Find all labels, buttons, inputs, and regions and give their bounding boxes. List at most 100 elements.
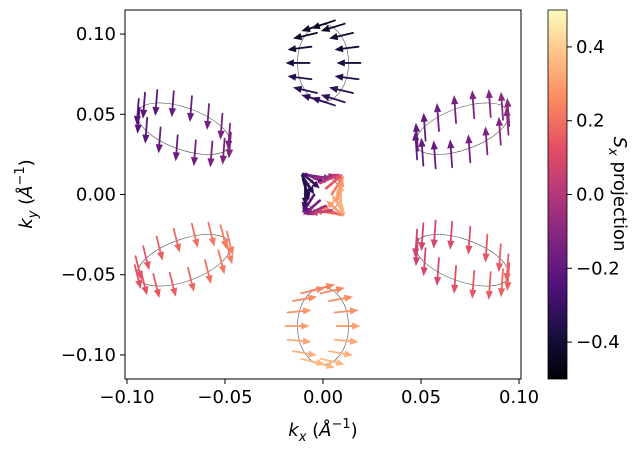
x-tick-label: −0.05 xyxy=(197,387,252,408)
spin-arrow xyxy=(336,59,362,67)
spin-arrow xyxy=(430,140,438,170)
spin-arrow xyxy=(225,122,233,150)
spin-arrow xyxy=(219,137,227,165)
x-tick-label: −0.10 xyxy=(99,387,154,408)
spin-arrow xyxy=(418,222,426,252)
spin-arrow xyxy=(412,122,421,152)
spin-arrow xyxy=(498,91,506,121)
spin-arrow xyxy=(204,103,212,131)
spin-arrow xyxy=(331,194,346,215)
spin-arrow xyxy=(155,235,164,261)
spin-arrow xyxy=(319,286,345,295)
spin-arrow xyxy=(495,243,504,273)
spin-arrow xyxy=(328,294,354,302)
spin-arrow xyxy=(335,322,361,330)
spin-arrow xyxy=(465,225,473,255)
spin-arrow xyxy=(133,98,142,125)
spin-arrow xyxy=(430,219,438,249)
spin-arrow xyxy=(319,357,345,366)
spin-arrow xyxy=(333,307,359,315)
spin-arrow xyxy=(287,73,313,81)
spin-arrow xyxy=(418,137,426,167)
spin-arrow xyxy=(328,350,354,358)
colorbar-tick-label: 0.4 xyxy=(576,37,605,58)
spin-arrow xyxy=(447,139,455,169)
spin-arrow xyxy=(420,112,428,142)
colorbar xyxy=(547,9,568,380)
spin-arrow xyxy=(495,116,504,146)
y-axis-label: ky (Å−1) xyxy=(13,159,41,228)
x-tick-label: 0.10 xyxy=(499,387,539,408)
spin-arrow xyxy=(152,89,160,117)
spin-arrow xyxy=(320,93,346,104)
spin-arrow xyxy=(190,222,200,248)
spin-arrow xyxy=(187,95,195,123)
colorbar-tick-label: −0.4 xyxy=(576,332,620,353)
spin-arrow xyxy=(412,228,420,258)
spin-arrow xyxy=(469,90,477,120)
spin-arrow xyxy=(451,95,459,125)
spin-arrow xyxy=(225,230,235,256)
spin-arrow xyxy=(485,271,493,300)
spin-arrow xyxy=(140,91,148,119)
spin-arrow xyxy=(504,262,512,292)
spin-arrow xyxy=(300,357,326,366)
spin-arrow xyxy=(320,22,346,32)
spin-arrow xyxy=(503,253,511,283)
colorbar-tick-label: −0.2 xyxy=(576,258,620,279)
spin-arrow xyxy=(292,294,317,302)
colorbar-ticks: −0.4 −0.2 0.0 0.2 0.4 xyxy=(567,37,620,353)
colorbar-tick-label: 0.2 xyxy=(576,111,605,132)
y-tick-label: 0.10 xyxy=(76,24,116,45)
spin-arrow xyxy=(498,268,506,298)
spin-arrow xyxy=(219,224,229,250)
spin-arrow xyxy=(292,31,318,41)
spin-arrow xyxy=(286,307,312,315)
spin-arrow xyxy=(465,134,473,164)
spin-arrow xyxy=(485,89,493,118)
spin-arrow xyxy=(301,172,320,189)
spin-arrow xyxy=(286,337,312,345)
colorbar-tick-label: 0.0 xyxy=(576,185,605,206)
spin-arrow xyxy=(168,90,177,118)
spin-arrow xyxy=(301,93,327,104)
spin-arrow xyxy=(292,350,317,358)
spin-arrow xyxy=(329,85,354,94)
spin-arrow xyxy=(329,31,354,41)
spin-arrow xyxy=(324,173,343,190)
spin-arrow xyxy=(285,59,311,67)
spin-arrow xyxy=(207,140,215,168)
spin-arrow xyxy=(168,271,178,297)
spin-arrow xyxy=(335,178,345,202)
spin-arrow xyxy=(190,139,199,167)
spin-arrow xyxy=(300,174,315,195)
spin-arrow xyxy=(469,269,477,299)
spin-arrow xyxy=(172,227,182,253)
spin-arrow xyxy=(334,73,360,81)
spin-arrow xyxy=(207,221,216,247)
spin-arrow xyxy=(142,116,150,144)
x-axis: −0.10 −0.05 0.00 0.05 0.10 xyxy=(99,379,539,408)
spin-arrow xyxy=(503,106,511,136)
plot-frame xyxy=(124,9,522,380)
y-axis: −0.10 −0.05 0.00 0.05 0.10 xyxy=(61,24,125,366)
spin-arrow xyxy=(420,247,428,277)
spin-arrow xyxy=(434,257,442,286)
y-tick-label: 0.05 xyxy=(76,104,116,125)
contour-layer xyxy=(136,24,510,365)
spin-arrow xyxy=(217,249,226,275)
spin-arrow xyxy=(334,45,360,53)
spin-arrow xyxy=(451,264,459,294)
spin-arrow xyxy=(204,259,213,284)
spin-arrow xyxy=(310,283,335,292)
spin-arrow xyxy=(412,237,421,267)
spin-arrow xyxy=(447,220,455,250)
y-tick-label: −0.05 xyxy=(61,265,116,286)
y-tick-label: 0.00 xyxy=(76,185,116,206)
spin-arrow xyxy=(155,126,163,154)
spin-arrow xyxy=(311,19,336,30)
x-tick-label: 0.00 xyxy=(303,387,343,408)
spin-arrow-layer xyxy=(133,19,512,369)
spin-arrow xyxy=(301,177,311,201)
